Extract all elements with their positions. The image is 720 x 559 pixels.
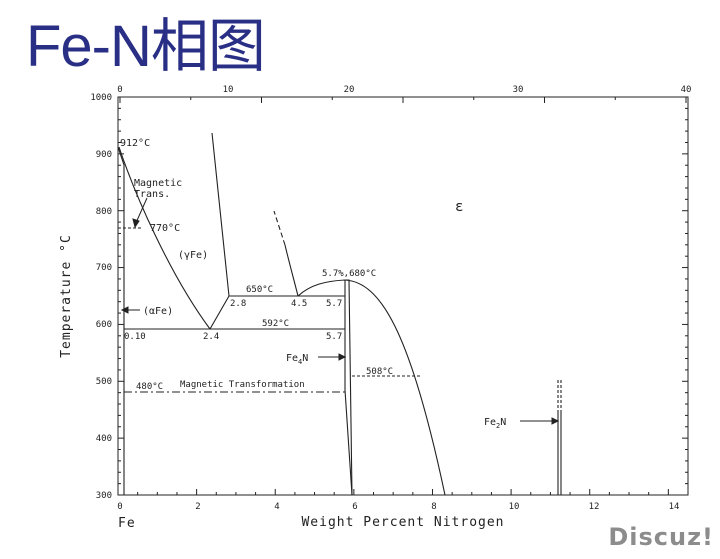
fe4n-right-line xyxy=(345,279,353,496)
label-magnetic-trans-2: Trans. xyxy=(134,189,170,200)
epsilon-left-boundary-dashed xyxy=(273,210,286,246)
y-tick-label-700: 700 xyxy=(96,263,112,273)
epsilon-left-boundary xyxy=(284,244,299,297)
x-tick-label-14: 14 xyxy=(669,502,680,512)
x-tick-label-2: 2 xyxy=(195,502,200,512)
x-axis-bottom-tick-labels: 0 2 4 6 8 10 12 14 xyxy=(117,502,679,512)
label-fe2n: Fe2N xyxy=(484,417,506,430)
x-top-tick-label-30: 30 xyxy=(513,85,524,95)
diagram-labels: 912°C Magnetic Trans. 770°C (γFe) (αFe) … xyxy=(120,138,506,430)
label-650c: 650°C xyxy=(246,285,273,295)
y-tick-label-1000: 1000 xyxy=(90,93,112,103)
label-epsilon: ε xyxy=(455,199,463,215)
label-5-7-bottom: 5.7 xyxy=(326,332,342,342)
x-axis-title: Weight Percent Nitrogen xyxy=(301,515,504,530)
x-axis-top-tick-labels: 0 10 20 30 40 xyxy=(117,85,691,95)
fe2n-arrow-head xyxy=(551,417,560,425)
y-axis-ticks xyxy=(118,96,688,496)
annotation-arrows xyxy=(120,197,560,425)
alpha-arrow-head xyxy=(120,306,129,314)
y-axis-tick-labels: 300 400 500 600 700 800 900 1000 xyxy=(90,93,112,501)
x-top-tick-label-10: 10 xyxy=(223,85,234,95)
gamma-right-rise xyxy=(209,295,230,330)
x-tick-label-8: 8 xyxy=(431,502,436,512)
epsilon-dome xyxy=(297,279,446,496)
y-tick-label-800: 800 xyxy=(96,207,112,217)
x-tick-label-4: 4 xyxy=(274,502,279,512)
label-912c: 912°C xyxy=(120,138,150,149)
phase-boundaries xyxy=(117,132,562,496)
x-tick-label-12: 12 xyxy=(589,502,600,512)
label-5-7-top: 5.7 xyxy=(326,299,342,309)
label-eutectoid-top: 5.7%,680°C xyxy=(322,269,376,279)
y-axis-title: Temperature °C xyxy=(59,234,74,358)
y-tick-label-600: 600 xyxy=(96,320,112,330)
fe4n-left-line xyxy=(344,280,353,496)
label-508c: 508°C xyxy=(366,367,393,377)
x-top-tick-label-40: 40 xyxy=(681,85,692,95)
label-2-4: 2.4 xyxy=(203,332,219,342)
y-tick-label-500: 500 xyxy=(96,377,112,387)
x-tick-label-0: 0 xyxy=(117,502,122,512)
label-alpha-fe: (αFe) xyxy=(143,306,173,317)
x-axis-left-label: Fe xyxy=(118,516,136,531)
label-4-5: 4.5 xyxy=(291,299,307,309)
watermark: Discuz! xyxy=(608,523,714,551)
y-tick-label-300: 300 xyxy=(96,491,112,501)
label-0-10: 0.10 xyxy=(124,332,146,342)
label-2-8: 2.8 xyxy=(230,299,246,309)
x-top-tick-label-0: 0 xyxy=(117,85,122,95)
label-592c: 592°C xyxy=(262,319,289,329)
label-fe4n: Fe4N xyxy=(286,353,308,366)
label-magnetic-transformation: Magnetic Transformation xyxy=(180,380,305,390)
label-480c: 480°C xyxy=(136,382,163,392)
x-top-tick-label-20: 20 xyxy=(344,85,355,95)
label-770c: 770°C xyxy=(150,223,180,234)
label-gamma-fe: (γFe) xyxy=(178,250,208,261)
x-tick-label-6: 6 xyxy=(352,502,357,512)
label-magnetic-trans-1: Magnetic xyxy=(134,178,182,189)
y-tick-label-900: 900 xyxy=(96,150,112,160)
slide-title: Fe-N相图 xyxy=(26,14,266,79)
alpha-solvus-line xyxy=(117,146,125,495)
gamma-upper-boundary xyxy=(211,132,230,297)
x-axis-ticks xyxy=(117,97,687,495)
magnetic-lines xyxy=(118,227,420,393)
x-tick-label-10: 10 xyxy=(509,502,520,512)
plot-frame xyxy=(117,96,689,496)
magnetic-trans-arrow-head xyxy=(132,218,140,229)
y-tick-label-400: 400 xyxy=(96,434,112,444)
fe4n-arrow-head xyxy=(338,353,347,361)
gamma-alpha-boundary xyxy=(118,146,211,330)
